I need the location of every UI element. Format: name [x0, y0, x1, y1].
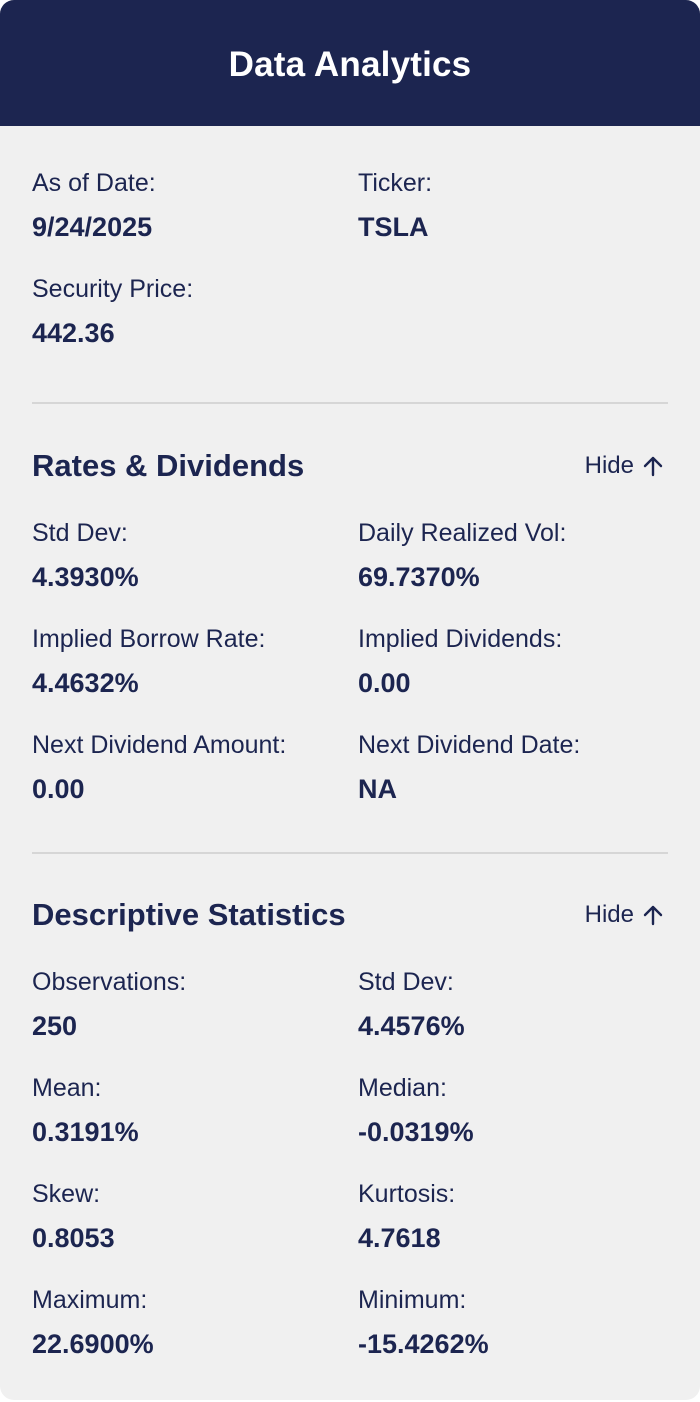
stats-section-title: Descriptive Statistics: [32, 897, 346, 932]
field-label: Std Dev:: [358, 968, 454, 996]
rates-field: Daily Realized Vol: 69.7370%: [358, 518, 668, 624]
field-value: 442.36: [32, 318, 115, 348]
stats-field: Maximum: 22.6900%: [32, 1285, 358, 1391]
stats-field: Minimum: -15.4262%: [358, 1285, 668, 1391]
section-divider: [32, 852, 668, 854]
field-label: As of Date:: [32, 169, 156, 197]
ticker-field: Ticker: TSLA: [358, 168, 668, 274]
field-label: Skew:: [32, 1180, 101, 1208]
field-label: Ticker:: [358, 169, 433, 197]
field-value: 4.7618: [358, 1223, 441, 1253]
field-label: Std Dev:: [32, 519, 128, 547]
stats-grid: Observations: 250 Std Dev: 4.4576% Mean:…: [32, 967, 668, 1391]
field-value: NA: [358, 774, 397, 804]
rates-field: Std Dev: 4.3930%: [32, 518, 358, 624]
field-value: -0.0319%: [358, 1117, 474, 1147]
field-label: Kurtosis:: [358, 1180, 456, 1208]
hide-label: Hide: [584, 452, 634, 479]
stats-field: Mean: 0.3191%: [32, 1073, 358, 1179]
field-value: 4.4632%: [32, 668, 139, 698]
field-label: Next Dividend Date:: [358, 731, 581, 759]
rates-section-header: Rates & Dividends Hide: [32, 446, 668, 486]
field-value: 22.6900%: [32, 1329, 154, 1359]
field-value: 0.00: [358, 668, 411, 698]
rates-field: Next Dividend Amount: 0.00: [32, 730, 358, 836]
stats-field: Std Dev: 4.4576%: [358, 967, 668, 1073]
stats-field: Observations: 250: [32, 967, 358, 1073]
hide-label: Hide: [584, 901, 634, 928]
field-value: 4.4576%: [358, 1011, 465, 1041]
field-value: 9/24/2025: [32, 212, 153, 242]
field-label: Median:: [358, 1074, 447, 1102]
field-value: 0.8053: [32, 1223, 115, 1253]
field-value: TSLA: [358, 212, 429, 242]
panel-header: Data Analytics: [0, 0, 700, 126]
field-value: -15.4262%: [358, 1329, 489, 1359]
field-value: 0.3191%: [32, 1117, 139, 1147]
summary-grid: As of Date: 9/24/2025 Ticker: TSLA Secur…: [32, 126, 668, 380]
rates-field: Implied Borrow Rate: 4.4632%: [32, 624, 358, 730]
security-price-field: Security Price: 442.36: [32, 274, 358, 380]
section-divider: [32, 402, 668, 404]
rates-field: Next Dividend Date: NA: [358, 730, 668, 836]
field-value: 250: [32, 1011, 78, 1041]
rates-grid: Std Dev: 4.3930% Daily Realized Vol: 69.…: [32, 518, 668, 836]
panel-content: As of Date: 9/24/2025 Ticker: TSLA Secur…: [0, 126, 700, 1391]
field-label: Maximum:: [32, 1286, 148, 1314]
arrow-up-icon: [642, 455, 664, 477]
stats-hide-toggle[interactable]: Hide: [585, 901, 668, 929]
field-label: Implied Dividends:: [358, 625, 563, 653]
field-value: 0.00: [32, 774, 85, 804]
arrow-up-icon: [642, 904, 664, 926]
field-label: Minimum:: [358, 1286, 467, 1314]
rates-section-title: Rates & Dividends: [32, 448, 305, 483]
panel-title: Data Analytics: [228, 45, 472, 84]
stats-field: Median: -0.0319%: [358, 1073, 668, 1179]
field-value: 4.3930%: [32, 562, 139, 592]
field-label: Next Dividend Amount:: [32, 731, 287, 759]
field-label: Security Price:: [32, 275, 194, 303]
rates-field: Implied Dividends: 0.00: [358, 624, 668, 730]
as-of-date-field: As of Date: 9/24/2025: [32, 168, 358, 274]
field-label: Mean:: [32, 1074, 102, 1102]
stats-field: Skew: 0.8053: [32, 1179, 358, 1285]
stats-field: Kurtosis: 4.7618: [358, 1179, 668, 1285]
stats-section-header: Descriptive Statistics Hide: [32, 895, 668, 935]
field-label: Observations:: [32, 968, 187, 996]
field-label: Implied Borrow Rate:: [32, 625, 266, 653]
field-label: Daily Realized Vol:: [358, 519, 567, 547]
field-value: 69.7370%: [358, 562, 480, 592]
rates-hide-toggle[interactable]: Hide: [585, 452, 668, 480]
